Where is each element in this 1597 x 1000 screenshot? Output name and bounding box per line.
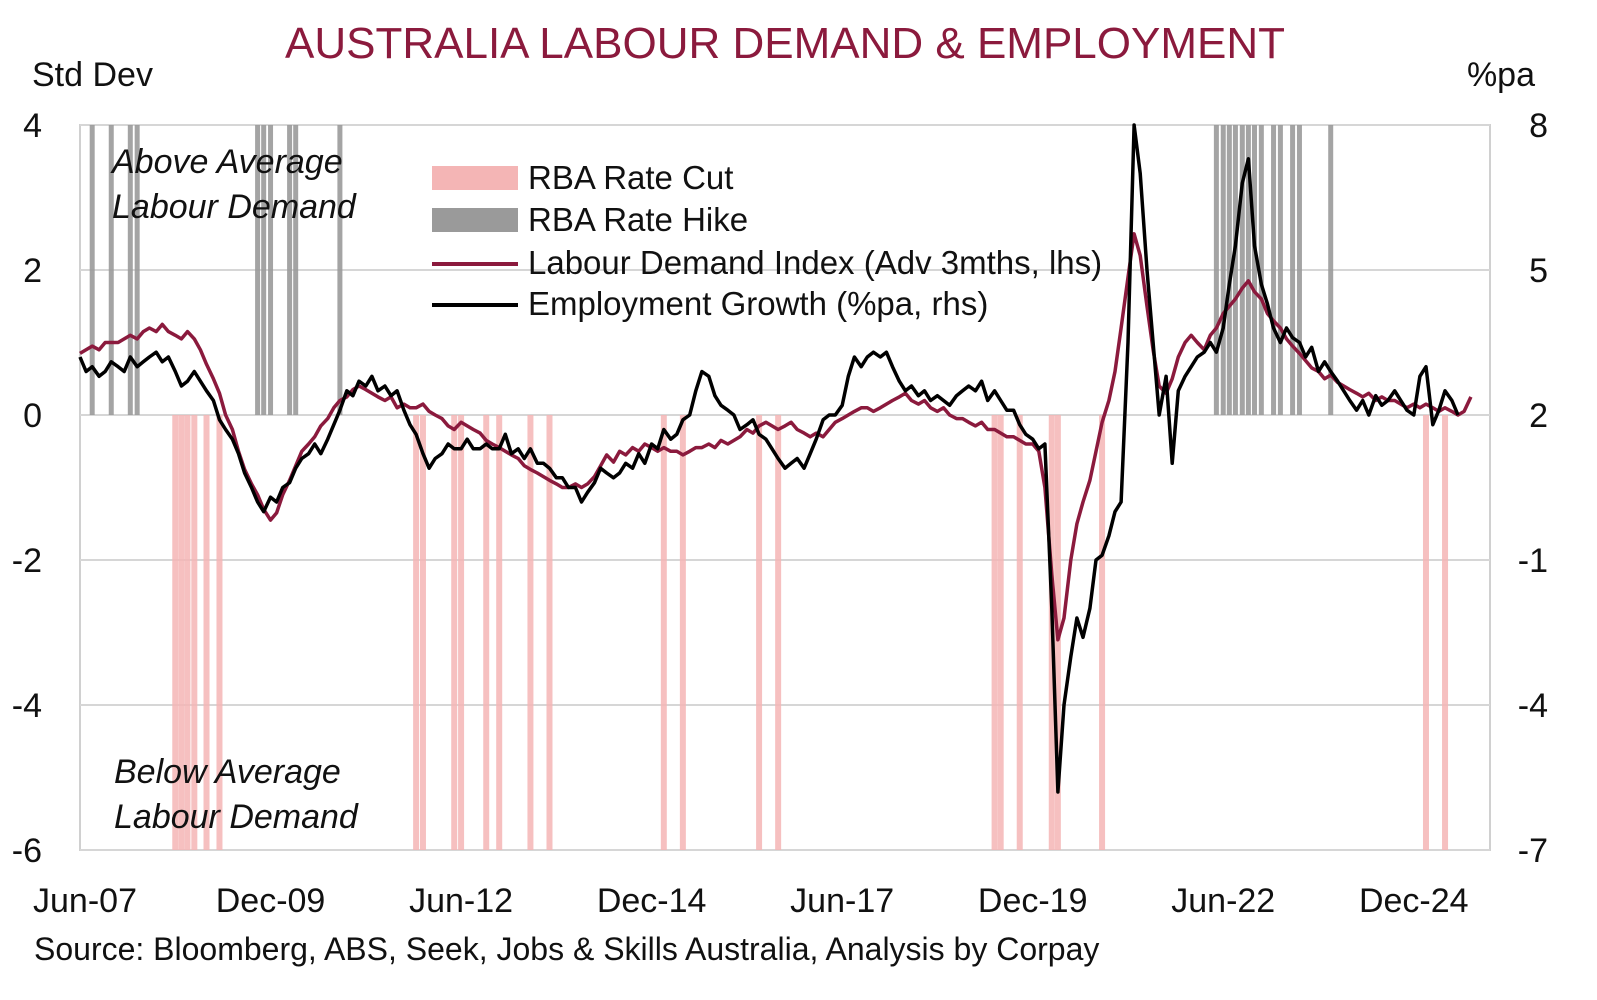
rate-hike-bar xyxy=(134,125,140,415)
x-tick-label: Jun-07 xyxy=(33,882,137,920)
x-tick-label: Jun-17 xyxy=(790,882,894,920)
right-tick-label: 5 xyxy=(1529,252,1548,290)
rate-hike-bar xyxy=(293,125,299,415)
series-lines xyxy=(78,123,1473,794)
rate-cut-bar xyxy=(756,415,763,850)
rate-cut-bar xyxy=(679,415,686,850)
left-tick-label: -6 xyxy=(12,832,42,870)
annotation-above-line2: Labour Demand xyxy=(112,188,357,226)
annotation-above-line1: Above Average xyxy=(110,143,343,181)
x-tick-label: Jun-12 xyxy=(409,882,513,920)
rate-cut-bar xyxy=(172,415,179,850)
employment-growth-line xyxy=(78,123,1460,794)
rate-hike-bar xyxy=(1213,125,1219,415)
legend-label-rate-hike: RBA Rate Hike xyxy=(528,201,748,238)
legend-swatch-rate-hike xyxy=(432,208,518,232)
left-tick-label: 4 xyxy=(23,107,42,145)
legend-label-rate-cut: RBA Rate Cut xyxy=(528,159,733,196)
rate-cut-bar xyxy=(1016,415,1023,850)
rate-hike-bars xyxy=(89,125,1334,415)
rate-cut-bar xyxy=(1099,415,1106,850)
rate-hike-bar xyxy=(1328,125,1334,415)
left-tick-label: -4 xyxy=(12,687,42,725)
x-tick-label: Dec-24 xyxy=(1359,882,1469,920)
right-tick-label: -1 xyxy=(1518,542,1548,580)
rate-cut-bar xyxy=(991,415,998,850)
rate-hike-bar xyxy=(1239,125,1245,415)
legend-swatch-rate-cut xyxy=(432,166,518,190)
rate-hike-bar xyxy=(1232,125,1238,415)
rate-hike-bar xyxy=(287,125,293,415)
x-tick-label: Dec-09 xyxy=(216,882,326,920)
left-tick-label: 2 xyxy=(23,252,42,290)
legend: RBA Rate Cut RBA Rate Hike Labour Demand… xyxy=(432,159,1102,322)
x-tick-label: Dec-14 xyxy=(597,882,707,920)
rate-hike-bar xyxy=(1271,125,1277,415)
right-tick-label: -7 xyxy=(1518,832,1548,870)
legend-label-labour-demand: Labour Demand Index (Adv 3mths, lhs) xyxy=(528,244,1102,281)
left-tick-label: 0 xyxy=(23,397,42,435)
rate-cut-bar xyxy=(546,415,553,850)
rate-cut-bar xyxy=(483,415,490,850)
rate-cut-bar xyxy=(527,415,534,850)
rate-cut-bar xyxy=(1422,415,1429,850)
rate-cut-bar xyxy=(413,415,420,850)
rate-cut-bar xyxy=(216,415,223,850)
rate-hike-bar xyxy=(108,125,114,415)
rate-hike-bar xyxy=(1258,125,1264,415)
rate-hike-bar xyxy=(1220,125,1226,415)
rate-cut-bar xyxy=(660,415,667,850)
right-tick-label: 2 xyxy=(1529,397,1548,435)
rate-hike-bar xyxy=(89,125,95,415)
rate-hike-bar xyxy=(1245,125,1251,415)
rate-cut-bar xyxy=(997,415,1004,850)
right-tick-label: -4 xyxy=(1518,687,1548,725)
annotation-below-line1: Below Average xyxy=(114,753,341,791)
left-axis-ticks: 4 2 0 -2 -4 -6 xyxy=(12,107,42,870)
rate-cut-bar xyxy=(203,415,210,850)
right-axis-ticks: 8 5 2 -1 -4 -7 xyxy=(1518,107,1548,870)
x-axis-ticks: Jun-07 Dec-09 Jun-12 Dec-14 Jun-17 Dec-19 Jun-… xyxy=(33,882,1469,920)
rate-cut-bar xyxy=(451,415,458,850)
rate-hike-bar xyxy=(255,125,261,415)
right-axis-label: %pa xyxy=(1467,56,1535,94)
x-tick-label: Dec-19 xyxy=(978,882,1088,920)
source-note: Source: Bloomberg, ABS, Seek, Jobs & Ski… xyxy=(34,931,1099,967)
chart-title: AUSTRALIA LABOUR DEMAND & EMPLOYMENT xyxy=(285,19,1285,68)
rate-hike-bar xyxy=(261,125,267,415)
rate-hike-bar xyxy=(1296,125,1302,415)
x-tick-label: Jun-22 xyxy=(1171,882,1275,920)
rate-hike-bar xyxy=(1251,125,1257,415)
rate-cut-bar xyxy=(775,415,782,850)
rate-cut-bar xyxy=(1442,415,1449,850)
rate-cut-bars xyxy=(172,415,1449,850)
rate-hike-bar xyxy=(1290,125,1296,415)
right-tick-label: 8 xyxy=(1529,107,1548,145)
legend-label-employment: Employment Growth (%pa, rhs) xyxy=(528,285,988,322)
rate-cut-bar xyxy=(458,415,465,850)
left-axis-label: Std Dev xyxy=(32,56,153,94)
rate-hike-bar xyxy=(1226,125,1232,415)
rate-cut-bar xyxy=(191,415,198,850)
labour-demand-line xyxy=(79,232,1473,642)
rate-cut-bar xyxy=(496,415,503,850)
rate-hike-bar xyxy=(127,125,133,415)
rate-cut-bar xyxy=(178,415,185,850)
rate-hike-bar xyxy=(268,125,274,415)
rate-hike-bar xyxy=(337,125,343,415)
rate-cut-bar xyxy=(419,415,426,850)
left-tick-label: -2 xyxy=(12,542,42,580)
annotation-below-line2: Labour Demand xyxy=(114,798,359,836)
rate-cut-bar xyxy=(184,415,191,850)
rate-hike-bar xyxy=(1277,125,1283,415)
